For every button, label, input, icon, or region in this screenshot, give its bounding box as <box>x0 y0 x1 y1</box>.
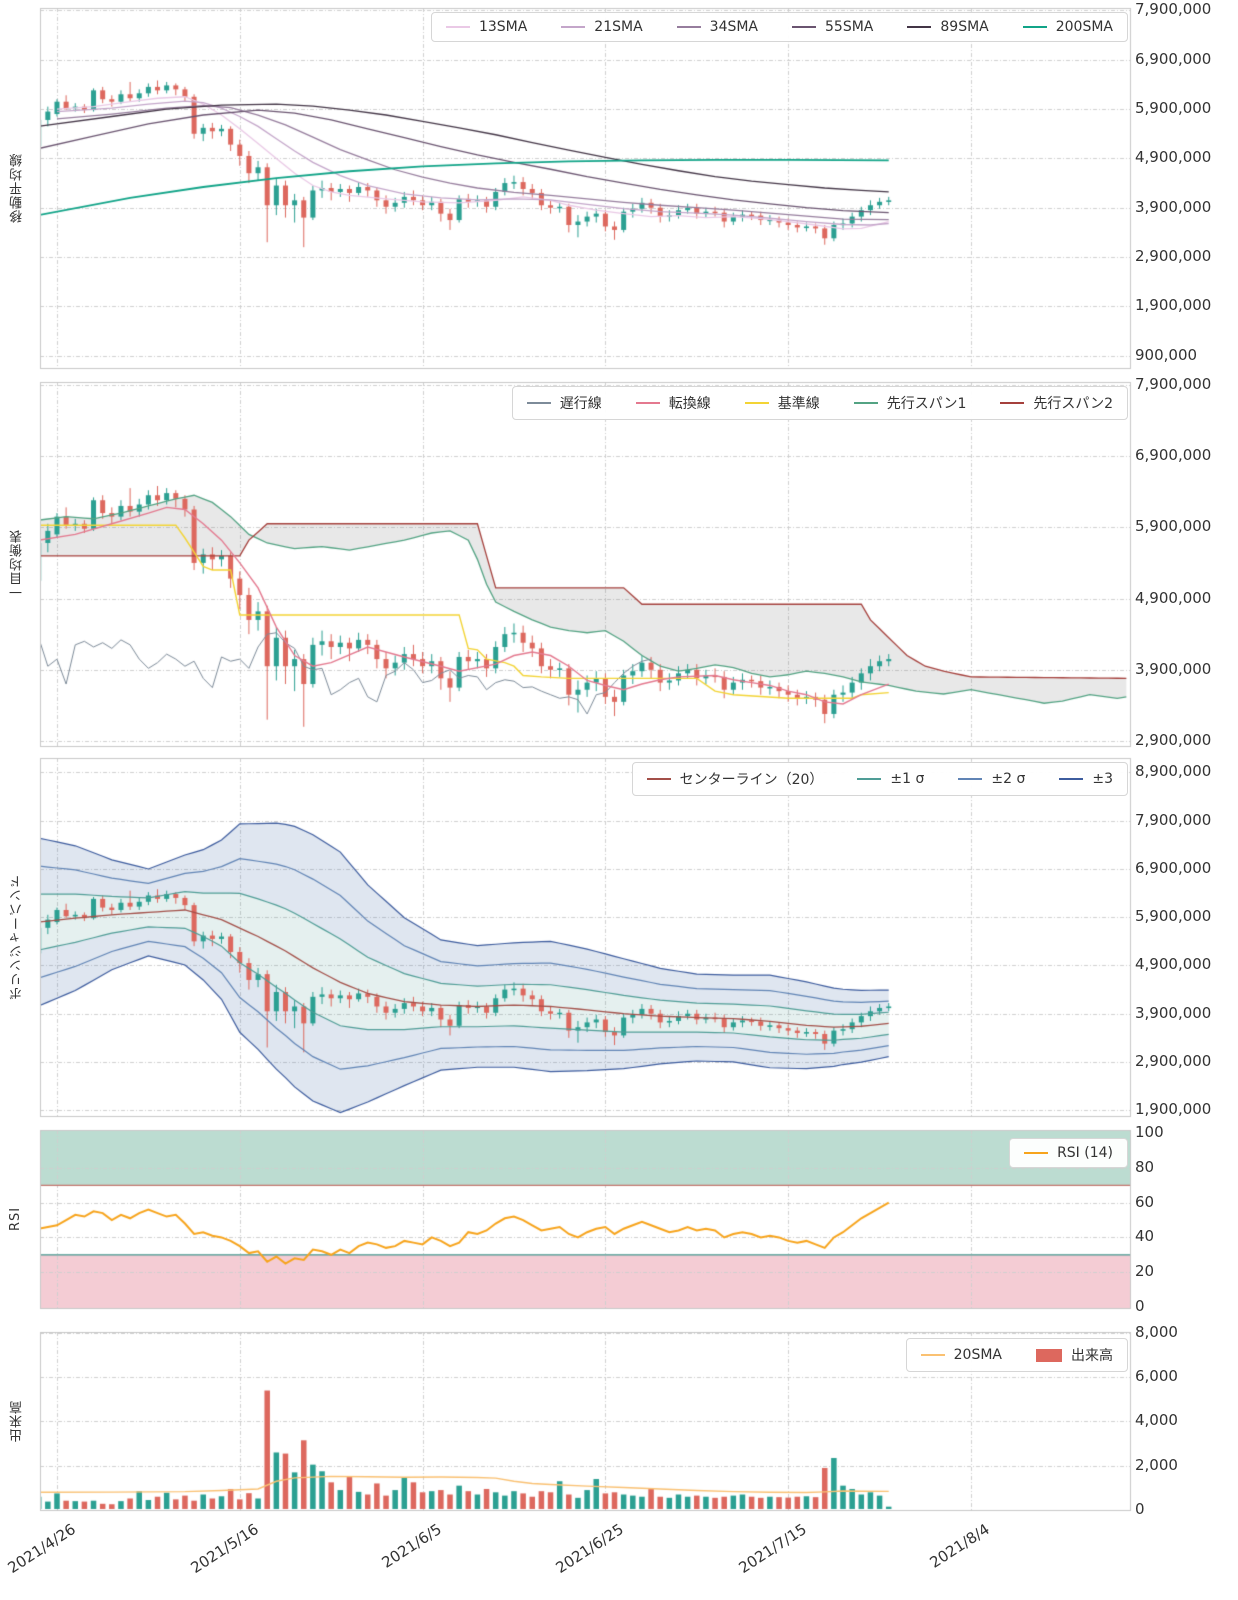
legend-line-swatch <box>635 402 660 404</box>
y-tick-label: 3,900,000 <box>1135 1003 1212 1022</box>
y-tick-label: 40 <box>1135 1227 1155 1246</box>
y-tick-label: 2,900,000 <box>1135 731 1212 749</box>
legend-label: 転換線 <box>668 396 711 412</box>
legend-label: 先行スパン2 <box>1033 396 1113 412</box>
y-tick-label: 5,900,000 <box>1135 907 1212 926</box>
y-tick-label: 4,900,000 <box>1135 588 1212 607</box>
y-tick-label: 6,900,000 <box>1135 446 1212 465</box>
legend-label: 89SMA <box>940 19 989 35</box>
legend-line-swatch <box>561 26 586 28</box>
legend-item: 転換線 <box>635 393 711 413</box>
legend-line-swatch <box>1022 26 1047 28</box>
y-tick-label: 0 <box>1135 1296 1145 1315</box>
legend-line-swatch <box>857 778 882 780</box>
legend-item: 出来高 <box>1036 1345 1113 1365</box>
y-tick-label: 1,900,000 <box>1135 1100 1212 1119</box>
panel-title-ichimoku: 一目均衡表 <box>10 529 25 599</box>
legend-label: ±2 σ <box>991 771 1026 787</box>
legend-item: 89SMA <box>907 19 989 35</box>
y-tick-label: 6,900,000 <box>1135 49 1212 68</box>
y-tick-label: 1,900,000 <box>1135 296 1212 315</box>
legend-item: センターライン（20） <box>646 769 824 789</box>
legend-item: 34SMA <box>676 19 759 35</box>
legend-item: 21SMA <box>561 19 643 35</box>
legend-line-swatch <box>958 778 983 780</box>
y-tick-label: 4,900,000 <box>1135 148 1212 167</box>
y-tick-label: 7,900,000 <box>1135 810 1212 829</box>
legend-bollinger: センターライン（20） ±1 σ ±2 σ ±3 <box>631 762 1128 796</box>
legend-item: 遅行線 <box>526 393 602 413</box>
y-tick-label: 80 <box>1135 1157 1155 1176</box>
legend-item: ±2 σ <box>958 771 1025 787</box>
legend-label: ±3 <box>1092 771 1113 787</box>
y-tick-label: 4,900,000 <box>1135 955 1212 974</box>
legend-moving-averages: 13SMA 21SMA 34SMA 55SMA 89SMA 200SMA <box>430 12 1128 42</box>
legend-label: 出来高 <box>1071 1348 1113 1364</box>
y-tick-label: 2,900,000 <box>1135 1051 1212 1070</box>
legend-label: 先行スパン1 <box>886 396 967 412</box>
y-tick-label: 4,000 <box>1135 1411 1178 1430</box>
legend-label: 200SMA <box>1055 19 1113 35</box>
y-tick-label: 7,900,000 <box>1135 0 1212 19</box>
legend-item: 20SMA <box>920 1347 1002 1363</box>
legend-line-swatch <box>1024 1152 1049 1154</box>
y-tick-label: 3,900,000 <box>1135 659 1212 678</box>
y-tick-label: 5,900,000 <box>1135 517 1212 536</box>
legend-line-swatch <box>526 402 551 404</box>
legend-item: 55SMA <box>792 19 873 35</box>
y-tick-label: 0 <box>1135 1500 1145 1518</box>
y-tick-label: 7,900,000 <box>1135 374 1212 393</box>
y-tick-label: 2,900,000 <box>1135 247 1212 266</box>
y-tick-label: 8,000 <box>1135 1322 1178 1341</box>
y-tick-label: 6,000 <box>1135 1367 1178 1386</box>
legend-volume: 20SMA 出来高 <box>905 1338 1128 1372</box>
panel-title-rsi: RSI <box>8 1206 23 1232</box>
legend-label: 34SMA <box>709 19 759 35</box>
legend-line-swatch <box>907 26 932 28</box>
panel-title-volume: 出来高 <box>10 1400 25 1442</box>
y-tick-label: 900,000 <box>1135 345 1198 364</box>
legend-line-swatch <box>445 26 470 28</box>
legend-line-swatch <box>1059 778 1084 780</box>
legend-label: 13SMA <box>478 19 528 35</box>
y-tick-label: 2,000 <box>1135 1455 1178 1474</box>
legend-item: ±3 <box>1059 771 1113 787</box>
legend-label: RSI (14) <box>1057 1145 1113 1161</box>
legend-ichimoku: 遅行線 転換線 基準線 先行スパン1 先行スパン2 <box>511 386 1128 420</box>
legend-item: 先行スパン2 <box>1000 393 1113 413</box>
y-tick-label: 5,900,000 <box>1135 99 1212 118</box>
y-tick-label: 100 <box>1135 1123 1164 1142</box>
legend-line-swatch <box>920 1354 945 1356</box>
panel-title-moving-average: 移動平均線 <box>10 153 25 223</box>
legend-line-swatch <box>792 26 817 28</box>
legend-item: ±1 σ <box>857 771 924 787</box>
y-tick-label: 6,900,000 <box>1135 858 1212 877</box>
panel-title-bollinger: ボリンジャーバンド <box>10 874 25 1000</box>
legend-label: 55SMA <box>825 19 874 35</box>
legend-item: 基準線 <box>744 393 820 413</box>
legend-item: 200SMA <box>1022 19 1113 35</box>
legend-label: 基準線 <box>777 396 820 412</box>
legend-label: 20SMA <box>953 1347 1002 1363</box>
legend-line-swatch <box>1000 402 1025 404</box>
legend-line-swatch <box>853 402 878 404</box>
legend-line-swatch <box>676 26 701 28</box>
legend-label: センターライン（20） <box>679 772 824 788</box>
legend-label: 遅行線 <box>559 396 602 412</box>
y-tick-label: 60 <box>1135 1192 1155 1211</box>
legend-item: RSI (14) <box>1024 1145 1113 1161</box>
legend-rsi: RSI (14) <box>1009 1138 1128 1168</box>
legend-item: 先行スパン1 <box>853 393 967 413</box>
legend-line-swatch <box>646 778 671 780</box>
y-tick-label: 20 <box>1135 1262 1155 1281</box>
legend-patch-swatch <box>1036 1348 1062 1362</box>
legend-label: ±1 σ <box>890 771 925 787</box>
legend-item: 13SMA <box>445 19 528 35</box>
y-tick-label: 8,900,000 <box>1135 762 1212 781</box>
legend-line-swatch <box>744 402 769 404</box>
y-tick-label: 3,900,000 <box>1135 197 1212 216</box>
legend-label: 21SMA <box>594 19 643 35</box>
